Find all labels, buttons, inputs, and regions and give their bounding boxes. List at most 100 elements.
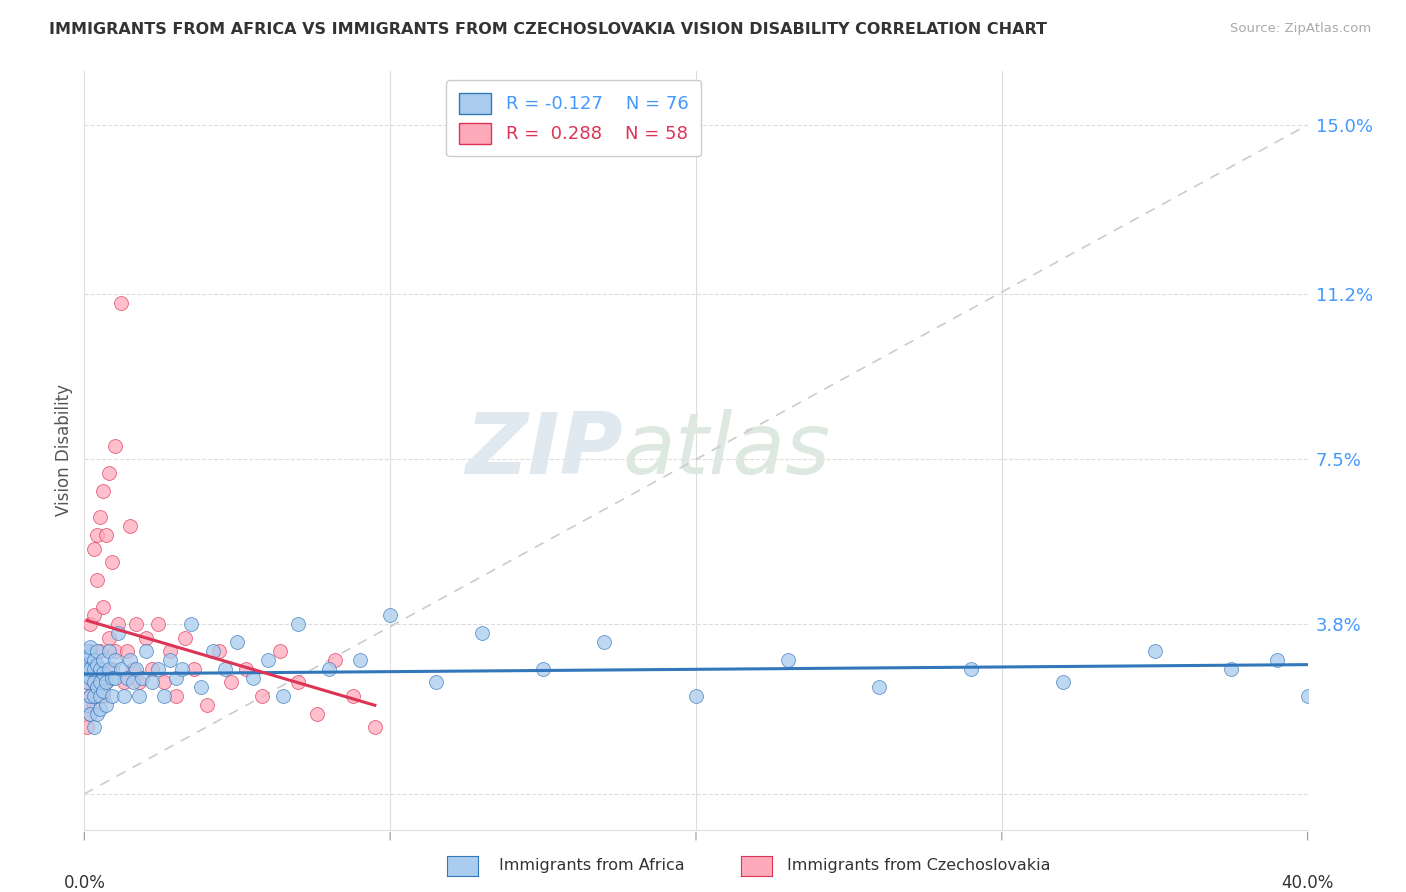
Point bbox=[180, 617, 202, 632]
Point bbox=[1296, 689, 1319, 703]
Point bbox=[1052, 675, 1074, 690]
Point bbox=[471, 626, 494, 640]
Point bbox=[91, 599, 114, 614]
Point bbox=[76, 644, 98, 658]
Point bbox=[110, 662, 132, 676]
Point bbox=[79, 617, 101, 632]
Point bbox=[86, 662, 108, 676]
Text: IMMIGRANTS FROM AFRICA VS IMMIGRANTS FROM CZECHOSLOVAKIA VISION DISABILITY CORRE: IMMIGRANTS FROM AFRICA VS IMMIGRANTS FRO… bbox=[49, 22, 1047, 37]
Point bbox=[91, 689, 114, 703]
Point bbox=[364, 720, 387, 734]
Point bbox=[146, 617, 169, 632]
Point bbox=[159, 644, 181, 658]
Point bbox=[174, 631, 197, 645]
Point bbox=[76, 698, 98, 712]
Point bbox=[120, 519, 142, 533]
Point bbox=[79, 706, 101, 721]
Point bbox=[91, 653, 114, 667]
Point bbox=[112, 675, 135, 690]
Point bbox=[86, 644, 108, 658]
Point bbox=[287, 617, 309, 632]
Point bbox=[128, 675, 150, 690]
Point bbox=[128, 689, 150, 703]
Point bbox=[141, 662, 163, 676]
Point bbox=[89, 675, 111, 690]
Point bbox=[101, 662, 124, 676]
Point bbox=[323, 653, 346, 667]
Legend: R = -0.127    N = 76, R =  0.288    N = 58: R = -0.127 N = 76, R = 0.288 N = 58 bbox=[446, 80, 702, 156]
Point bbox=[91, 684, 114, 698]
Text: Source: ZipAtlas.com: Source: ZipAtlas.com bbox=[1230, 22, 1371, 36]
Point bbox=[79, 689, 101, 703]
Point bbox=[104, 439, 127, 453]
Point bbox=[79, 671, 101, 685]
Point bbox=[115, 644, 138, 658]
Point bbox=[141, 675, 163, 690]
Point bbox=[208, 644, 231, 658]
Point bbox=[79, 644, 101, 658]
Point bbox=[226, 635, 249, 649]
Point bbox=[79, 706, 101, 721]
Point bbox=[146, 662, 169, 676]
Point bbox=[685, 689, 707, 703]
Point bbox=[135, 631, 157, 645]
Point bbox=[86, 706, 108, 721]
Point bbox=[83, 541, 105, 556]
Point bbox=[242, 671, 264, 685]
Point bbox=[107, 626, 129, 640]
Point bbox=[101, 555, 124, 569]
Point bbox=[135, 644, 157, 658]
Point bbox=[83, 675, 105, 690]
Point bbox=[76, 662, 98, 676]
Point bbox=[960, 662, 983, 676]
Point bbox=[94, 675, 117, 690]
Point bbox=[104, 671, 127, 685]
Point bbox=[89, 702, 111, 716]
Point bbox=[125, 617, 148, 632]
Point bbox=[531, 662, 554, 676]
Point bbox=[79, 648, 101, 663]
Point bbox=[83, 689, 105, 703]
Point bbox=[79, 640, 101, 654]
Point bbox=[94, 698, 117, 712]
Point bbox=[380, 608, 402, 623]
Point bbox=[349, 653, 371, 667]
Point bbox=[86, 528, 108, 542]
Point bbox=[83, 720, 105, 734]
Point bbox=[94, 675, 117, 690]
Point bbox=[79, 662, 101, 676]
Text: Immigrants from Africa: Immigrants from Africa bbox=[499, 858, 685, 872]
Point bbox=[165, 671, 187, 685]
Point bbox=[235, 662, 257, 676]
Point bbox=[165, 689, 187, 703]
Point bbox=[131, 671, 153, 685]
Point bbox=[271, 689, 294, 703]
Point bbox=[76, 653, 98, 667]
Point bbox=[1143, 644, 1166, 658]
Point bbox=[201, 644, 224, 658]
Point bbox=[97, 662, 120, 676]
Point bbox=[110, 296, 132, 310]
Point bbox=[153, 689, 176, 703]
Point bbox=[159, 653, 181, 667]
Point bbox=[83, 698, 105, 712]
Point bbox=[593, 635, 616, 649]
Point bbox=[89, 644, 111, 658]
Point bbox=[776, 653, 799, 667]
Point bbox=[104, 653, 127, 667]
Point bbox=[305, 706, 328, 721]
Point bbox=[1220, 662, 1243, 676]
Point bbox=[86, 657, 108, 672]
Point bbox=[153, 675, 176, 690]
Point bbox=[89, 510, 111, 524]
Point bbox=[101, 671, 124, 685]
Point bbox=[287, 675, 309, 690]
Point bbox=[91, 666, 114, 681]
Point bbox=[76, 653, 98, 667]
Text: 40.0%: 40.0% bbox=[1281, 874, 1334, 892]
Point bbox=[112, 689, 135, 703]
Point bbox=[86, 680, 108, 694]
Point bbox=[869, 680, 891, 694]
Point bbox=[89, 675, 111, 690]
Point bbox=[219, 675, 242, 690]
